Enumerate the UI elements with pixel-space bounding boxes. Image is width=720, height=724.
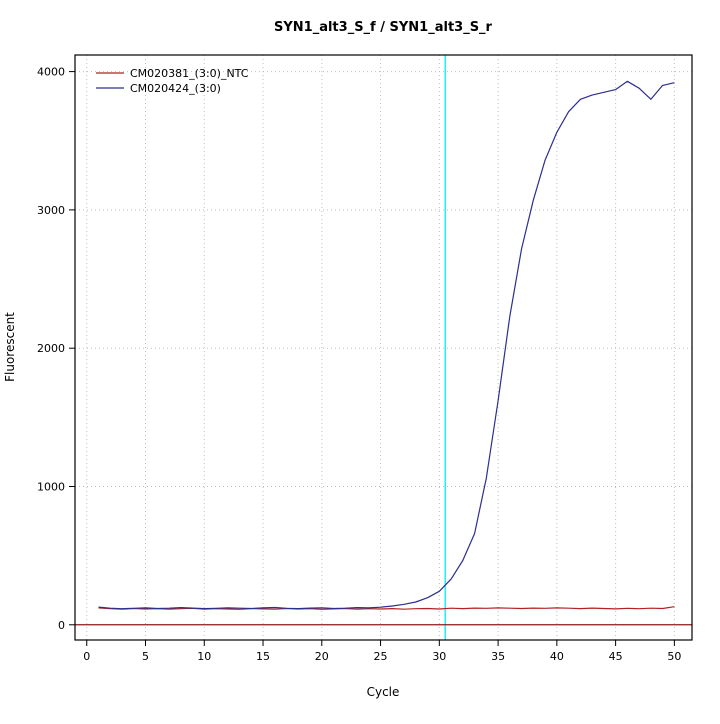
- x-tick-label: 45: [609, 650, 623, 663]
- legend-label: CM020381_(3:0)_NTC: [130, 67, 249, 80]
- threshold-and-ct-lines: [75, 55, 692, 640]
- x-tick-label: 15: [256, 650, 270, 663]
- x-tick-label: 25: [374, 650, 388, 663]
- x-tick-label: 35: [491, 650, 505, 663]
- plot-frame-and-ticks: 0 5 10 15 20 25 30 35 40 45 50 0 1000 2000 3000 4000: [37, 54, 693, 663]
- data-series-lines: [98, 80, 675, 610]
- x-tick-label: 10: [197, 650, 211, 663]
- x-tick-label: 50: [667, 650, 681, 663]
- y-tick-label: 0: [58, 619, 65, 632]
- plot-border: [74, 54, 693, 641]
- x-tick-label: 20: [315, 650, 329, 663]
- y-axis-label: Fluorescent: [3, 312, 17, 382]
- series-line-1: [98, 80, 675, 610]
- y-tick-label: 1000: [37, 480, 65, 493]
- chart-title: SYN1_alt3_S_f / SYN1_alt3_S_r: [274, 20, 493, 35]
- x-tick-label: 5: [142, 650, 149, 663]
- legend: CM020381_(3:0)_NTC CM020424_(3:0): [96, 67, 249, 95]
- x-tick-label: 30: [432, 650, 446, 663]
- legend-label: CM020424_(3:0): [130, 82, 221, 95]
- x-tick-label: 0: [83, 650, 90, 663]
- x-axis-label: Cycle: [367, 685, 400, 699]
- grid-lines: [75, 55, 692, 640]
- y-tick-label: 4000: [37, 66, 65, 79]
- x-tick-label: 40: [550, 650, 564, 663]
- y-tick-label: 3000: [37, 204, 65, 217]
- y-tick-label: 2000: [37, 342, 65, 355]
